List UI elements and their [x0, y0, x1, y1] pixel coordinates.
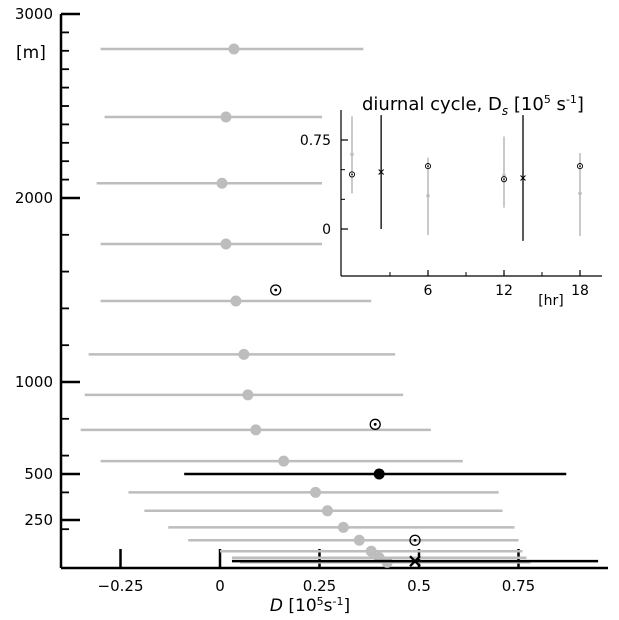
y-tick-label: 2000 [15, 189, 53, 207]
inset-x-tick-label: 6 [424, 283, 433, 299]
inset-x-tick-label: 18 [571, 283, 589, 299]
inset-data-point [426, 193, 430, 198]
data-point [220, 238, 232, 250]
x-marker [409, 555, 421, 567]
data-point [238, 348, 250, 360]
circled-dot-center [413, 538, 417, 542]
data-point [230, 295, 242, 307]
inset-x-tick-label: 12 [495, 283, 513, 299]
inset-ticks: 6 12 18 0 0.75 [300, 133, 589, 299]
data-point [310, 486, 322, 498]
y-tick-label: 250 [24, 511, 53, 529]
circled-dot-center [373, 422, 377, 426]
inset-series [348, 115, 584, 241]
diurnal-inset: 6 12 18 0 0.75 diurnal cycle, Ds [105 s-1] [… [300, 92, 609, 309]
inset-title: diurnal cycle, Ds [105 s-1] [362, 93, 584, 118]
inset-x-marker [520, 175, 526, 181]
inset-y-tick-label: 0.75 [300, 133, 331, 149]
circled-dot-marker [409, 534, 421, 546]
data-point [321, 505, 333, 517]
inset-data-point [578, 191, 582, 196]
inset-x-axis-label: [hr] [538, 293, 564, 309]
inset-circled-dot-marker [500, 176, 508, 183]
x-axis-label: D [105s-1] [270, 595, 350, 616]
inset-circled-dot-center [351, 173, 353, 176]
data-point [365, 545, 377, 557]
y-minor-ticks [61, 31, 69, 531]
inset-circled-dot-marker [348, 171, 356, 178]
data-point [228, 43, 240, 55]
y-unit-label: [m] [16, 43, 46, 63]
x-tick-label: 0.5 [407, 577, 431, 595]
data-point [337, 521, 349, 533]
y-tick-label: 500 [24, 465, 53, 483]
inset-data-point [350, 152, 354, 157]
circled-dot-marker [369, 418, 381, 430]
main-series [80, 43, 599, 568]
data-point [353, 534, 365, 546]
x-tick-label: 0.25 [303, 577, 336, 595]
inset-background [322, 92, 609, 278]
inset-circled-dot-center [579, 165, 581, 167]
data-point [250, 424, 262, 436]
data-point [220, 111, 232, 123]
y-tick-label: 1000 [15, 373, 53, 391]
inset-x-marker [378, 169, 384, 175]
x-tick-label: 0.75 [502, 577, 535, 595]
data-point [278, 455, 290, 467]
x-tick-label: 0 [215, 577, 225, 595]
data-point [373, 468, 385, 480]
y-ticks: 250 500 1000 2000 3000 [15, 5, 80, 529]
circled-dot-marker [270, 284, 282, 296]
circled-dot-center [274, 288, 278, 292]
inset-y-tick-label: 0 [322, 222, 331, 238]
inset-circled-dot-marker [576, 163, 584, 170]
y-tick-label: 3000 [15, 5, 53, 23]
data-point [216, 177, 228, 189]
inset-circled-dot-center [427, 165, 429, 167]
x-tick-label: −0.25 [98, 577, 144, 595]
data-point [242, 389, 254, 401]
x-ticks: −0.25 0 0.25 0.5 0.75 [98, 549, 535, 595]
inset-circled-dot-marker [424, 163, 432, 170]
inset-circled-dot-center [503, 178, 505, 180]
